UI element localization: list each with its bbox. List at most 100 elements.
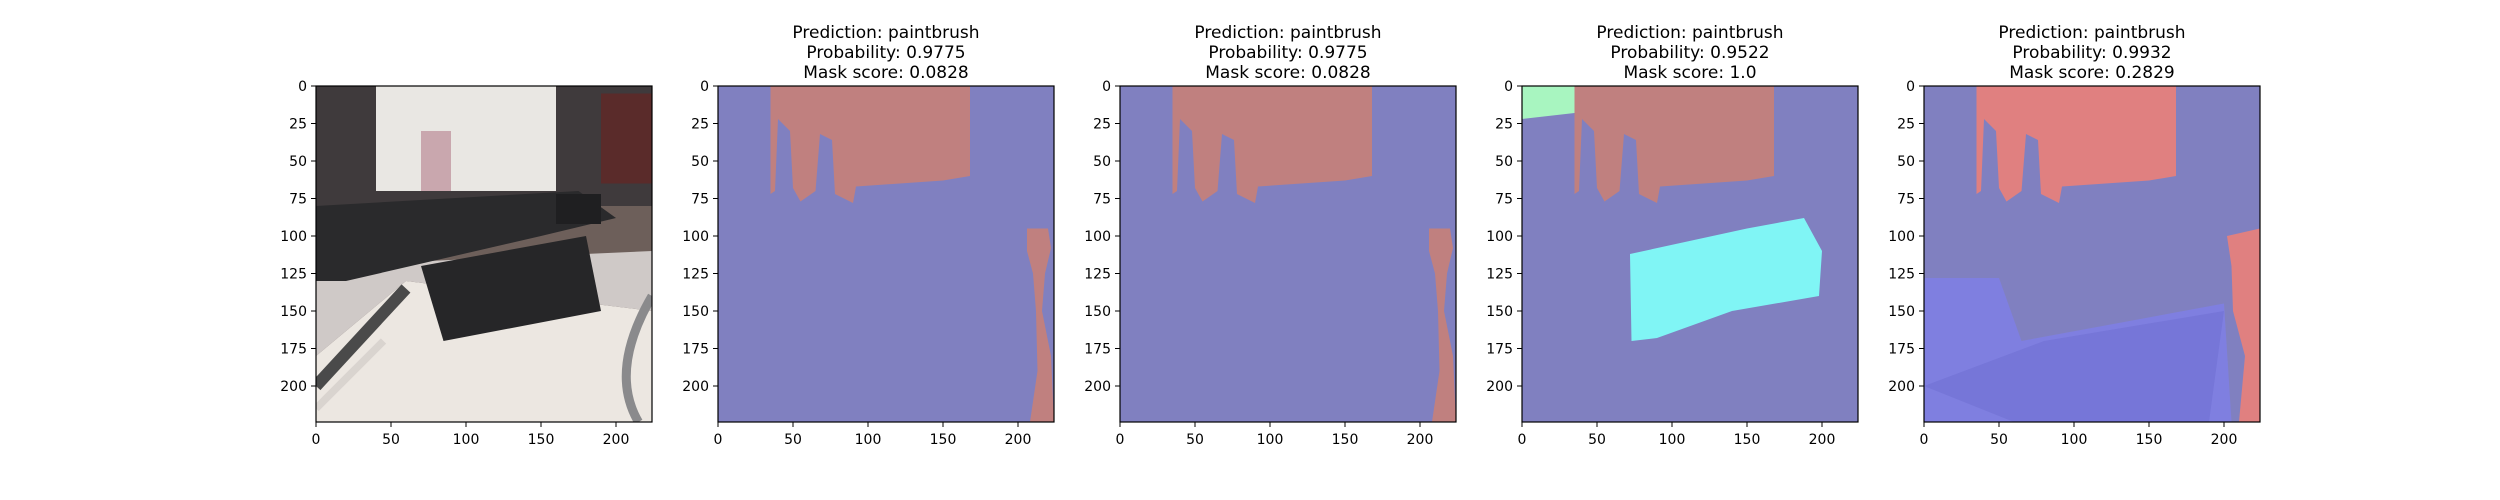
panel-title-line: Prediction: paintbrush bbox=[1998, 23, 2185, 43]
y-tick-label: 175 bbox=[1486, 342, 1513, 358]
photo-brush-2 bbox=[316, 338, 387, 412]
x-tick-label: 50 bbox=[1588, 432, 1606, 448]
y-tick-label: 200 bbox=[1084, 379, 1111, 395]
y-tick-label: 50 bbox=[289, 154, 307, 170]
y-tick-label: 175 bbox=[1084, 342, 1111, 358]
photo-right-object bbox=[601, 93, 652, 184]
y-tick-label: 200 bbox=[280, 379, 307, 395]
y-tick-label: 200 bbox=[1888, 379, 1915, 395]
x-tick-label: 100 bbox=[855, 432, 882, 448]
photo-smokestack bbox=[556, 194, 601, 224]
y-tick-label: 0 bbox=[700, 79, 709, 95]
axes-frame bbox=[1521, 85, 1859, 423]
y-tick-label: 50 bbox=[1897, 154, 1915, 170]
panel-title-line: Probability: 0.9775 bbox=[806, 43, 965, 63]
x-tick-label: 50 bbox=[1990, 432, 2008, 448]
y-tick-label: 50 bbox=[1093, 154, 1111, 170]
panel-image bbox=[718, 86, 1054, 422]
y-tick-label: 125 bbox=[280, 267, 307, 283]
y-tick-label: 100 bbox=[280, 229, 307, 245]
x-tick-label: 0 bbox=[1116, 432, 1125, 448]
photo-paper bbox=[376, 86, 556, 191]
x-tick-label: 200 bbox=[1407, 432, 1434, 448]
y-tick-label: 100 bbox=[1486, 229, 1513, 245]
y-tick-label: 50 bbox=[691, 154, 709, 170]
x-tick-label: 0 bbox=[1518, 432, 1527, 448]
region-red-top bbox=[770, 86, 970, 203]
panel-1: 0 50 100 150 200 0 25 50 75 100 125 150 175 200 bbox=[280, 79, 653, 448]
region-red-top bbox=[1172, 86, 1372, 203]
y-tick-label: 0 bbox=[1504, 79, 1513, 95]
panel-title-line: Mask score: 0.0828 bbox=[803, 63, 968, 83]
x-tick-label: 200 bbox=[2211, 432, 2238, 448]
x-tick-label: 200 bbox=[1809, 432, 1836, 448]
x-tick-label: 0 bbox=[312, 432, 321, 448]
y-tick-label: 150 bbox=[682, 304, 709, 320]
y-tick-label: 200 bbox=[682, 379, 709, 395]
x-tick-label: 150 bbox=[930, 432, 957, 448]
panel-title-line: Prediction: paintbrush bbox=[1596, 23, 1783, 43]
y-tick-label: 0 bbox=[298, 79, 307, 95]
y-tick-label: 125 bbox=[1084, 267, 1111, 283]
x-tick-label: 50 bbox=[1186, 432, 1204, 448]
panel-title-line: Mask score: 0.0828 bbox=[1205, 63, 1370, 83]
y-tick-label: 100 bbox=[682, 229, 709, 245]
region-green bbox=[1522, 86, 1575, 119]
y-tick-label: 50 bbox=[1495, 154, 1513, 170]
panel-image bbox=[1120, 86, 1456, 422]
y-tick-label: 175 bbox=[1888, 342, 1915, 358]
y-tick-label: 0 bbox=[1906, 79, 1915, 95]
y-tick-label: 100 bbox=[1888, 229, 1915, 245]
y-tick-label: 25 bbox=[691, 117, 709, 133]
x-tick-label: 100 bbox=[1257, 432, 1284, 448]
x-tick-label: 200 bbox=[603, 432, 630, 448]
y-tick-label: 150 bbox=[1084, 304, 1111, 320]
x-tick-label: 150 bbox=[528, 432, 555, 448]
y-tick-label: 25 bbox=[1093, 117, 1111, 133]
region-red-top bbox=[1574, 86, 1774, 203]
y-tick-label: 75 bbox=[1897, 192, 1915, 208]
region-blue-dark bbox=[1924, 311, 2224, 422]
y-tick-label: 25 bbox=[1897, 117, 1915, 133]
panel-title-line: Prediction: paintbrush bbox=[792, 23, 979, 43]
x-tick-label: 50 bbox=[382, 432, 400, 448]
photo-jar bbox=[421, 131, 451, 191]
y-tick-label: 150 bbox=[1888, 304, 1915, 320]
axes-frame bbox=[717, 85, 1055, 423]
panel-image bbox=[1924, 86, 2260, 422]
y-tick-label: 75 bbox=[1495, 192, 1513, 208]
y-tick-label: 75 bbox=[1093, 192, 1111, 208]
photo-locomotive bbox=[316, 191, 616, 281]
region-red-right bbox=[1027, 228, 1054, 422]
panel-image bbox=[1522, 86, 1858, 422]
region-cyan bbox=[1630, 218, 1822, 341]
y-tick-label: 175 bbox=[682, 342, 709, 358]
photo-cable bbox=[621, 293, 652, 422]
photo-brush bbox=[316, 284, 411, 391]
x-tick-label: 100 bbox=[453, 432, 480, 448]
x-tick-label: 100 bbox=[1659, 432, 1686, 448]
x-tick-label: 0 bbox=[714, 432, 723, 448]
y-tick-label: 125 bbox=[682, 267, 709, 283]
axes-frame bbox=[1119, 85, 1457, 423]
region-red-top bbox=[1976, 86, 2176, 203]
panel-title-line: Probability: 0.9522 bbox=[1610, 43, 1769, 63]
panel-title-line: Probability: 0.9775 bbox=[1208, 43, 1367, 63]
panel-title-line: Mask score: 1.0 bbox=[1623, 63, 1756, 83]
region-red-right bbox=[1429, 228, 1456, 422]
y-tick-label: 150 bbox=[1486, 304, 1513, 320]
region-red-right bbox=[2227, 228, 2260, 422]
y-tick-label: 75 bbox=[691, 192, 709, 208]
axes-frame bbox=[315, 85, 653, 423]
panel-image bbox=[316, 86, 652, 422]
axes-frame bbox=[1923, 85, 2261, 423]
panel-title-line: Probability: 0.9932 bbox=[2012, 43, 2171, 63]
y-tick-label: 150 bbox=[280, 304, 307, 320]
x-tick-label: 150 bbox=[2136, 432, 2163, 448]
y-tick-label: 0 bbox=[1102, 79, 1111, 95]
x-tick-label: 0 bbox=[1920, 432, 1929, 448]
